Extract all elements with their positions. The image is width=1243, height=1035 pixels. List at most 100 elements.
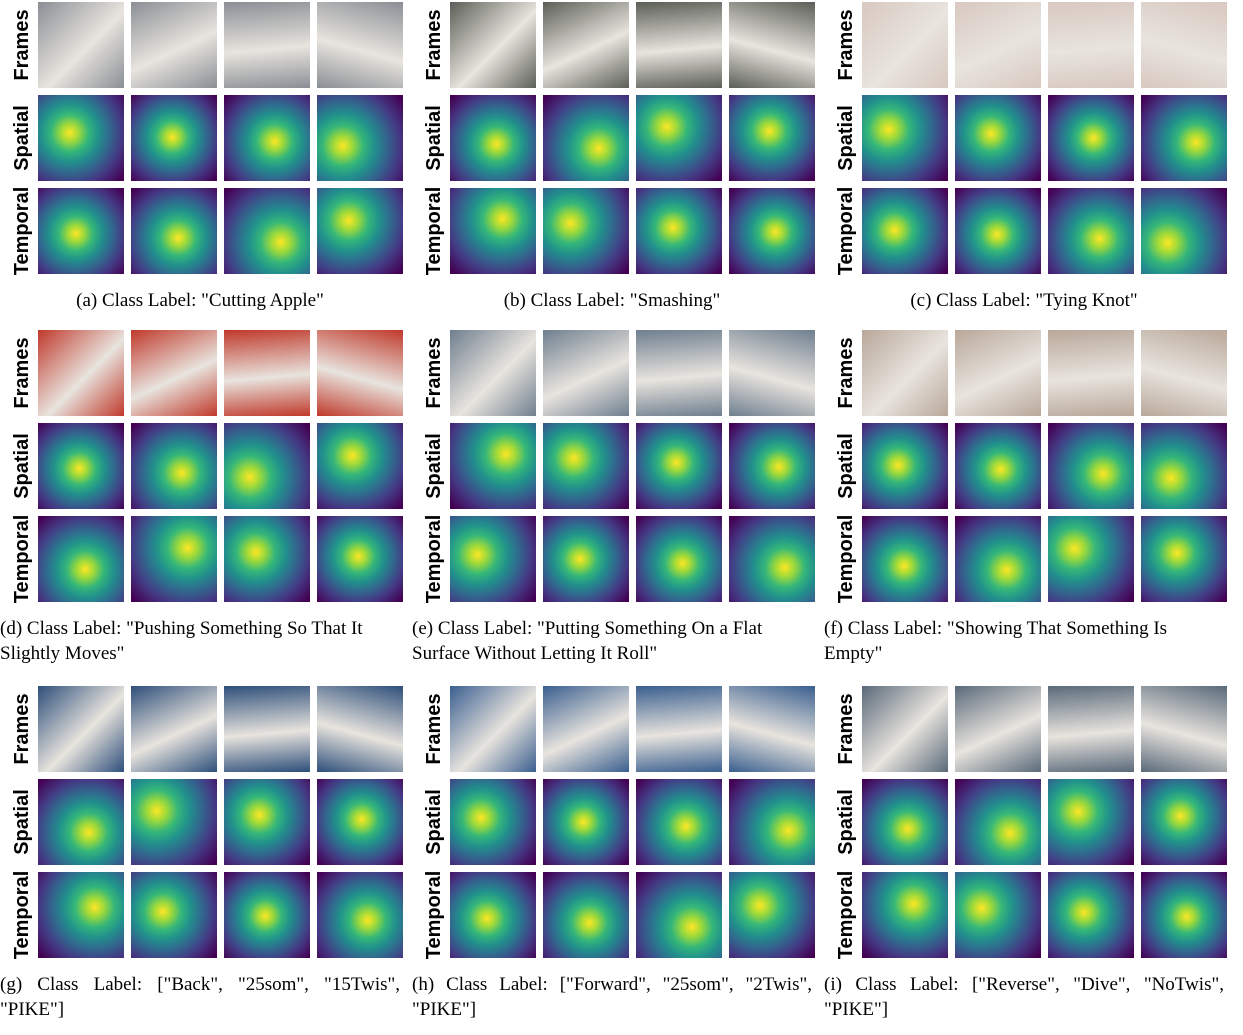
row-label: Temporal: [11, 186, 33, 276]
spatial-heatmap: [317, 779, 403, 865]
temporal-heatmap: [1141, 872, 1227, 958]
spatial-heatmap: [1141, 95, 1227, 181]
spatial-heatmap: [450, 423, 536, 509]
frame-image: [1048, 686, 1134, 772]
spatial-heatmap: [450, 95, 536, 181]
frame-image: [131, 686, 217, 772]
temporal-heatmap: [636, 516, 722, 602]
frame-image: [636, 330, 722, 416]
row-label: Frames: [11, 693, 33, 765]
frame-image: [636, 2, 722, 88]
frame-image: [1141, 686, 1227, 772]
frame-image: [317, 2, 403, 88]
spatial-heatmap: [636, 423, 722, 509]
row-label: Frames: [423, 337, 445, 409]
temporal-heatmap: [1048, 516, 1134, 602]
spatial-heatmap: [729, 423, 815, 509]
row-label: Frames: [835, 337, 857, 409]
spatial-heatmap: [543, 779, 629, 865]
row-label: Temporal: [423, 870, 445, 960]
spatial-heatmap: [1048, 95, 1134, 181]
frame-image: [317, 686, 403, 772]
frame-image: [862, 686, 948, 772]
temporal-heatmap: [955, 188, 1041, 274]
row-label: Frames: [835, 9, 857, 81]
row-label: Spatial: [423, 789, 445, 855]
frame-image: [955, 330, 1041, 416]
temporal-heatmap: [862, 516, 948, 602]
spatial-heatmap: [1048, 779, 1134, 865]
row-label: Temporal: [835, 186, 857, 276]
temporal-heatmap: [224, 872, 310, 958]
spatial-heatmap: [317, 95, 403, 181]
spatial-heatmap: [224, 779, 310, 865]
frame-image: [224, 2, 310, 88]
frame-image: [38, 2, 124, 88]
spatial-heatmap: [636, 779, 722, 865]
row-label: Spatial: [835, 105, 857, 171]
spatial-heatmap: [636, 95, 722, 181]
row-label: Temporal: [11, 514, 33, 604]
row-label: Spatial: [11, 105, 33, 171]
temporal-heatmap: [450, 188, 536, 274]
temporal-heatmap: [224, 188, 310, 274]
temporal-heatmap: [862, 188, 948, 274]
temporal-heatmap: [38, 516, 124, 602]
temporal-heatmap: [543, 872, 629, 958]
row-label: Spatial: [423, 105, 445, 171]
spatial-heatmap: [862, 779, 948, 865]
temporal-heatmap: [131, 188, 217, 274]
temporal-heatmap: [131, 872, 217, 958]
spatial-heatmap: [543, 423, 629, 509]
row-label: Spatial: [835, 433, 857, 499]
frame-image: [543, 2, 629, 88]
frame-image: [450, 686, 536, 772]
row-label: Temporal: [835, 514, 857, 604]
temporal-heatmap: [636, 188, 722, 274]
caption: (i) Class Label: ["Reverse", "Dive", "No…: [824, 974, 1224, 1020]
frame-image: [862, 2, 948, 88]
temporal-heatmap: [224, 516, 310, 602]
spatial-heatmap: [317, 423, 403, 509]
spatial-heatmap: [862, 95, 948, 181]
frame-image: [450, 2, 536, 88]
frame-image: [955, 686, 1041, 772]
temporal-heatmap: [729, 516, 815, 602]
frame-image: [450, 330, 536, 416]
temporal-heatmap: [317, 516, 403, 602]
caption: (a) Class Label: "Cutting Apple": [76, 290, 324, 311]
spatial-heatmap: [1141, 423, 1227, 509]
temporal-heatmap: [317, 188, 403, 274]
temporal-heatmap: [38, 188, 124, 274]
row-label: Frames: [835, 693, 857, 765]
frame-image: [1141, 330, 1227, 416]
spatial-heatmap: [1141, 779, 1227, 865]
temporal-heatmap: [1048, 188, 1134, 274]
frame-image: [224, 686, 310, 772]
caption: (c) Class Label: "Tying Knot": [910, 290, 1138, 311]
frame-image: [317, 330, 403, 416]
spatial-heatmap: [955, 423, 1041, 509]
row-label: Frames: [423, 693, 445, 765]
row-label: Frames: [11, 337, 33, 409]
caption: (e) Class Label: "Putting Something On a…: [412, 618, 763, 664]
frame-image: [636, 686, 722, 772]
frame-image: [955, 2, 1041, 88]
spatial-heatmap: [729, 779, 815, 865]
frame-image: [131, 330, 217, 416]
row-label: Temporal: [423, 186, 445, 276]
caption: (f) Class Label: "Showing That Something…: [824, 618, 1168, 664]
caption: (h) Class Label: ["Forward", "25som", "2…: [412, 974, 812, 1020]
spatial-heatmap: [131, 423, 217, 509]
frame-image: [38, 330, 124, 416]
spatial-heatmap: [862, 423, 948, 509]
row-label: Spatial: [835, 789, 857, 855]
frame-image: [862, 330, 948, 416]
spatial-heatmap: [38, 779, 124, 865]
frame-image: [729, 686, 815, 772]
caption: (g) Class Label: ["Back", "25som", "15Tw…: [0, 974, 400, 1020]
frame-image: [543, 330, 629, 416]
spatial-heatmap: [224, 95, 310, 181]
spatial-heatmap: [131, 95, 217, 181]
